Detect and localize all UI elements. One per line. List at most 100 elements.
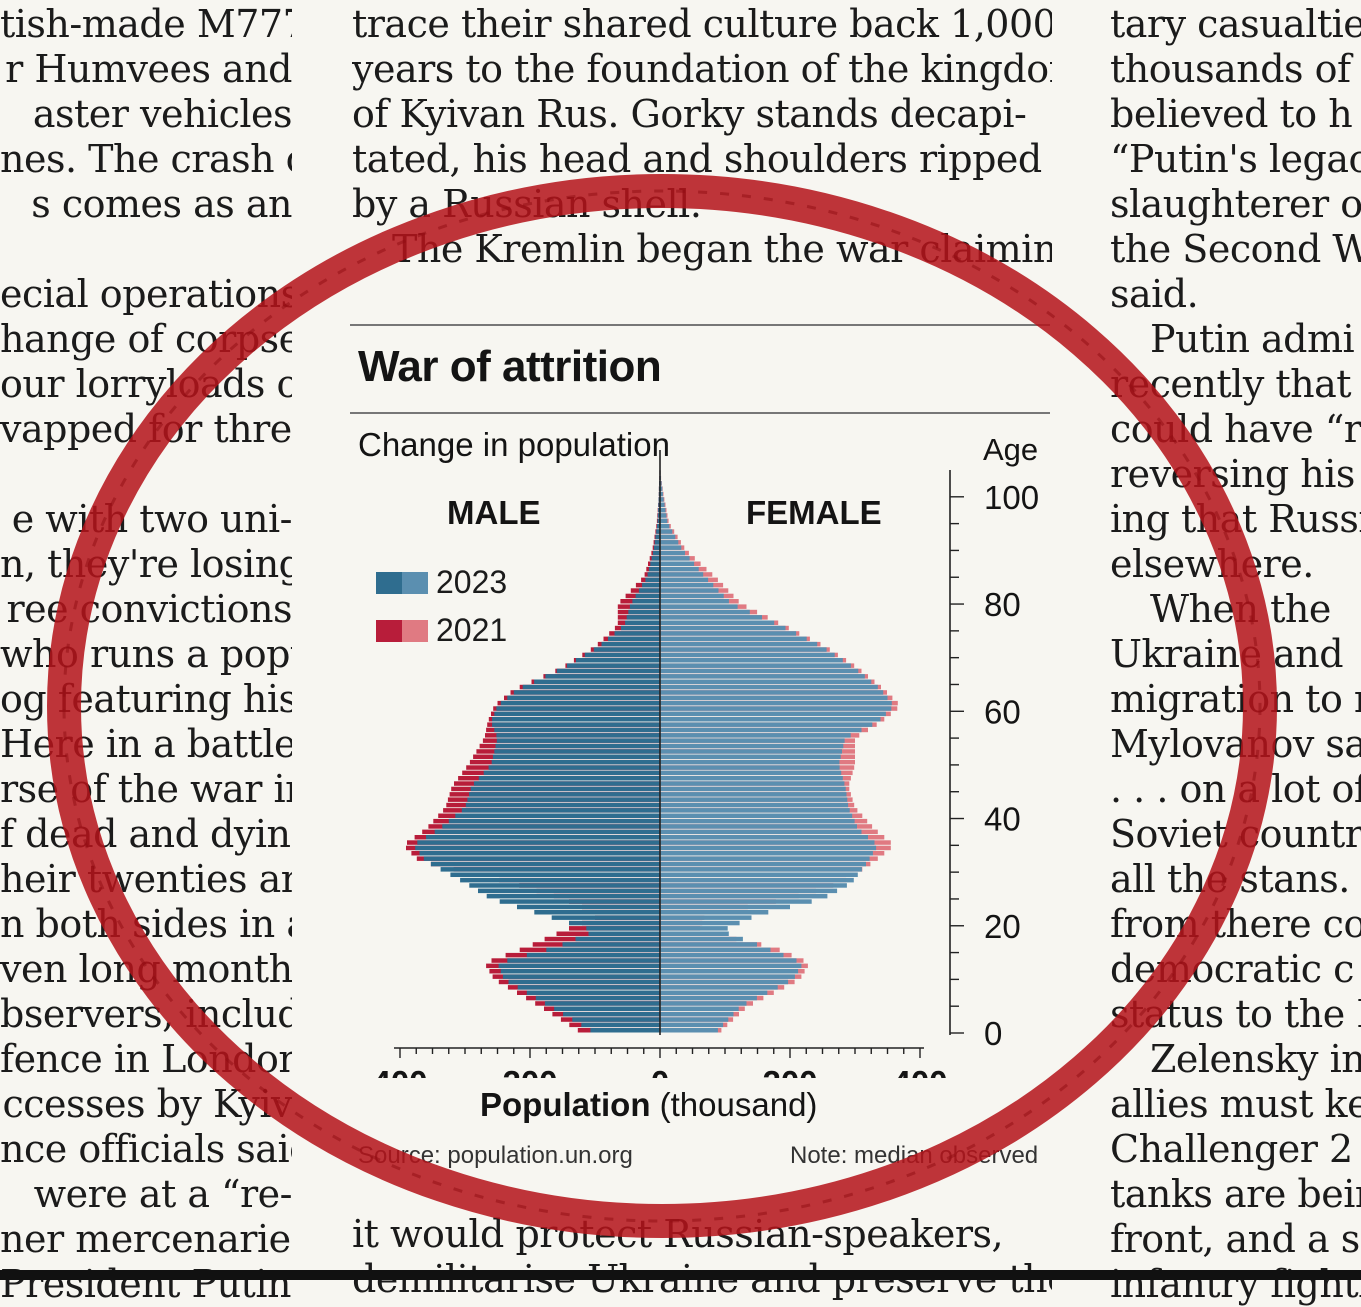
bar-2023-male [500, 969, 661, 974]
bar-2023-male [546, 947, 661, 953]
bar-2023-female [660, 561, 695, 566]
article-line: When the [1150, 587, 1331, 631]
article-line: “Putin's legacy [1110, 137, 1361, 181]
article-line: The Kremlin began the war claiming [392, 227, 1052, 271]
bar-2023-female [660, 947, 771, 953]
bar-2023-female [660, 641, 818, 647]
bar-2023-female [660, 1022, 724, 1028]
bar-2023-female [660, 1006, 739, 1011]
bar-2023-female [660, 770, 842, 776]
bar-2023-female [660, 910, 769, 915]
article-line: Zelensky ins [1150, 1037, 1361, 1081]
bar-2023-male [507, 958, 661, 963]
bar-2023-male [440, 867, 660, 872]
chart-graphic: War of attrition Change in population Ag… [340, 318, 1060, 1178]
bar-2023-female [660, 615, 762, 620]
bar-2023-male [494, 711, 661, 717]
bar-2023-female [660, 759, 840, 765]
bar-2023-male [545, 674, 660, 679]
bar-2023-female [660, 776, 843, 781]
bar-2023-male [647, 572, 660, 577]
bar-2023-female [660, 974, 795, 979]
bar-2023-male [469, 792, 660, 797]
bar-2023-female [660, 851, 873, 856]
bar-2023-female [660, 883, 847, 888]
x-tick-label: 0 [651, 1064, 669, 1078]
bar-2023-female [660, 856, 870, 861]
bar-2023-female [660, 829, 862, 835]
bar-2023-female [660, 674, 865, 679]
article-line: f dead and dying, [0, 812, 292, 856]
article-line: ree convictions [6, 587, 292, 631]
bar-2023-female [660, 679, 872, 684]
bar-2023-female [660, 556, 690, 561]
bar-2023-female [660, 969, 799, 974]
bar-2023-female [660, 545, 682, 550]
bar-2023-male [534, 679, 660, 684]
bar-2023-female [660, 540, 679, 545]
bar-2023-male [483, 770, 660, 776]
article-line: Soviet country [1110, 812, 1361, 856]
bar-2023-female [660, 845, 877, 851]
article-line: ing that Russi [1110, 497, 1361, 541]
bar-2023-male [526, 990, 661, 995]
bar-2023-female [660, 985, 778, 990]
article-line: of Kyivan Rus. Gorky stands decapi- [352, 92, 1027, 136]
bar-2023-female [660, 529, 673, 534]
bar-2023-female [660, 990, 768, 995]
bar-2023-female [660, 636, 807, 642]
bar-2023-female [660, 717, 881, 722]
bar-2023-female [660, 818, 855, 824]
article-line: trace their shared culture back 1,000 [352, 2, 1052, 46]
article-line: tish-made M777 [0, 2, 292, 46]
bar-2023-male [614, 631, 660, 636]
bar-2023-female [660, 1017, 729, 1022]
bar-2023-female [660, 893, 828, 899]
age-tick-label: 40 [984, 801, 1021, 838]
article-line: vapped for three [0, 407, 292, 451]
bar-2023-female [660, 792, 847, 797]
article-line: were at a “re- [33, 1172, 292, 1216]
x-tick-label: 200 [762, 1064, 817, 1078]
bar-2023-male [628, 609, 660, 615]
article-line: recently that [1110, 362, 1352, 406]
bar-2023-male [507, 695, 661, 701]
article-line: who runs a popu- [0, 632, 292, 676]
bar-2023-female [660, 738, 845, 743]
bar-2023-male [492, 754, 660, 759]
bar-2023-male [517, 985, 660, 990]
age-tick-label: 80 [984, 586, 1021, 623]
article-line: nes. The crash of [0, 137, 292, 181]
bar-2023-male [517, 904, 660, 910]
bar-2023-male [590, 1028, 660, 1033]
article-line: ner mercenaries [0, 1217, 292, 1261]
article-line: tary casualties [1110, 2, 1361, 46]
bar-2023-male [494, 727, 661, 733]
article-line: tated, his head and shoulders ripped off [352, 137, 1052, 181]
article-line: elsewhere. [1110, 542, 1314, 586]
bar-2023-female [660, 668, 859, 674]
female-label: FEMALE [746, 494, 882, 531]
article-line: rse of the war in [0, 767, 292, 811]
bar-2023-female [660, 625, 786, 631]
bar-2023-female [660, 1011, 734, 1017]
bar-2023-female [660, 802, 849, 808]
bar-2023-male [593, 647, 660, 652]
bar-2023-male [575, 658, 660, 663]
legend-swatch-2023 [376, 572, 428, 594]
article-line: n both sides in a [0, 902, 292, 946]
bar-2023-female [660, 888, 838, 894]
bar-2023-male [648, 566, 660, 572]
bar-2023-female [660, 936, 743, 942]
bar-2023-female [660, 658, 843, 663]
bar-2023-male [450, 872, 660, 877]
bar-2023-male [526, 952, 661, 958]
bar-2023-female [660, 620, 775, 625]
article-line: Ukraine and [1110, 632, 1344, 676]
bar-2023-male [461, 808, 661, 813]
bar-2023-female [660, 813, 853, 818]
bar-2023-female [660, 952, 784, 958]
bar-2023-male [608, 636, 660, 642]
bar-2023-male [652, 550, 661, 556]
age-tick-label: 20 [984, 908, 1021, 945]
